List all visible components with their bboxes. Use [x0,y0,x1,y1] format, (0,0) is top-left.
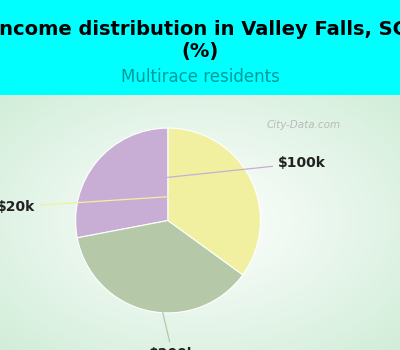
Text: Income distribution in Valley Falls, SC
(%): Income distribution in Valley Falls, SC … [0,20,400,61]
Text: $200k: $200k [149,282,196,350]
Text: $100k: $100k [124,156,326,182]
Wedge shape [168,128,260,275]
Text: $20k: $20k [0,194,219,214]
Wedge shape [76,128,168,238]
Wedge shape [77,220,243,313]
Text: Multirace residents: Multirace residents [120,68,280,86]
Text: City-Data.com: City-Data.com [267,120,341,130]
